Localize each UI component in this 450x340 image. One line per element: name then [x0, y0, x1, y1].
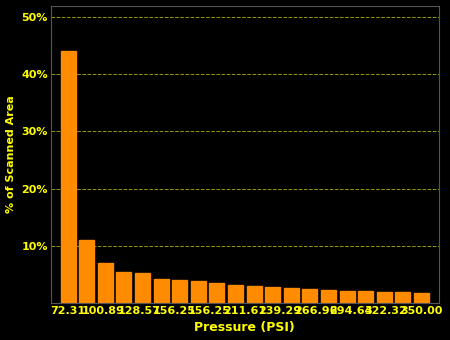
Bar — [191, 282, 206, 303]
Bar — [358, 291, 373, 303]
Bar — [340, 290, 355, 303]
Bar — [228, 285, 243, 303]
Bar — [414, 293, 429, 303]
X-axis label: Pressure (PSI): Pressure (PSI) — [194, 321, 295, 335]
Bar — [153, 278, 169, 303]
Bar — [61, 51, 76, 303]
Bar — [117, 272, 131, 303]
Y-axis label: % of Scanned Area: % of Scanned Area — [5, 96, 16, 213]
Bar — [284, 288, 299, 303]
Bar — [172, 280, 187, 303]
Bar — [265, 287, 280, 303]
Bar — [377, 292, 392, 303]
Bar — [79, 240, 94, 303]
Bar — [209, 283, 225, 303]
Bar — [396, 292, 410, 303]
Bar — [247, 286, 261, 303]
Bar — [321, 290, 336, 303]
Bar — [302, 289, 317, 303]
Bar — [98, 263, 113, 303]
Bar — [135, 273, 150, 303]
